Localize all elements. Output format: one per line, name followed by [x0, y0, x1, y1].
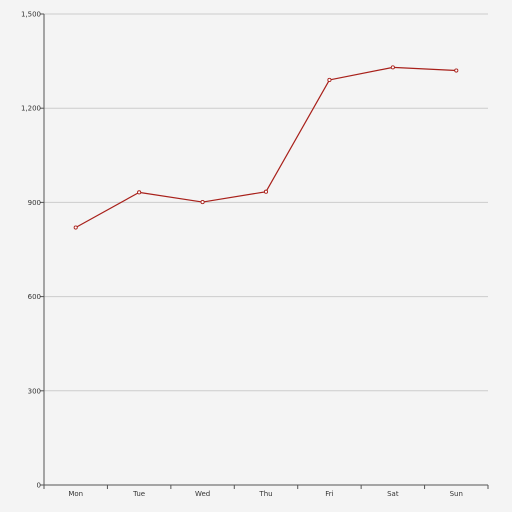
series-line-0 [75, 66, 457, 229]
x-tick-label-mon: Mon [68, 490, 83, 498]
data-point-wed[interactable] [200, 200, 205, 205]
grid-layer [44, 13, 488, 392]
y-tick-label: 900 [28, 199, 41, 207]
x-tick-label-fri: Fri [325, 490, 333, 498]
y-tick-label: 1,500 [21, 11, 41, 19]
data-point-mon[interactable] [73, 225, 78, 230]
axis-layer [40, 13, 489, 489]
y-tick-label: 0 [37, 482, 41, 490]
x-tick-label-wed: Wed [195, 490, 210, 498]
label-layer: 0 300 600 900 1,200 1,500 Mon Tue Wed Thu Fri Sat Su… [21, 11, 463, 499]
x-tick-label-sun: Sun [450, 490, 463, 498]
data-point-tue[interactable] [137, 190, 142, 195]
y-tick-label: 1,200 [21, 105, 41, 113]
series-layer [73, 65, 459, 230]
data-point-sat[interactable] [390, 65, 395, 70]
x-tick-label-tue: Tue [132, 490, 145, 498]
data-point-sun[interactable] [454, 68, 459, 73]
y-tick-label: 600 [28, 293, 41, 301]
data-point-fri[interactable] [327, 77, 332, 82]
data-point-thu[interactable] [263, 189, 269, 194]
y-tick-label: 300 [28, 387, 41, 395]
x-tick-label-sat: Sat [387, 490, 399, 498]
x-tick-label-thu: Thu [258, 490, 272, 498]
